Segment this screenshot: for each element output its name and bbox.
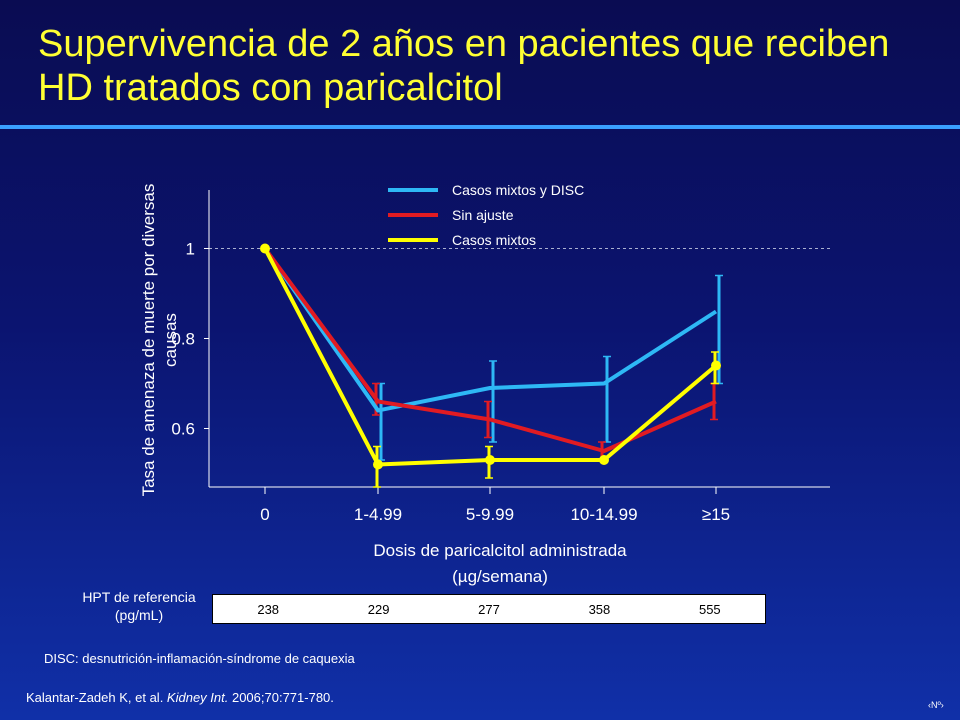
citation: Kalantar-Zadeh K, et al. Kidney Int. 200… [26,690,334,705]
title-underline [0,125,960,129]
chart-axes [204,190,830,494]
series-points [260,243,721,470]
series-line [263,247,718,413]
tick-labels: 1 0.8 0.6 0 1-4.99 5-9.99 10-14.99 ≥15 [171,240,730,525]
x-axis-title-line1: Dosis de paricalcitol administrada [373,541,627,560]
data-point [260,243,270,254]
y-tick-label: 1 [186,240,195,259]
hpt-cell: 277 [478,601,500,617]
data-point [485,455,495,465]
legend-label: Sin ajuste [452,207,514,223]
x-tick-label: ≥15 [702,505,730,524]
x-tick-label: 10-14.99 [570,505,637,524]
legend-label: Casos mixtos [452,232,536,248]
hpt-cell: 358 [588,601,611,617]
citation-authors: Kalantar-Zadeh K, et al. [26,690,167,705]
y-axis-title: Tasa de amenaza de muerte por diversas c… [139,183,180,497]
citation-journal: Kidney Int. [166,690,229,705]
legend-label: Casos mixtos y DISC [452,182,584,198]
disc-footnote: DISC: desnutrición-inflamación-síndrome … [44,651,355,666]
series-lines [263,247,718,467]
y-tick-label: 0.8 [171,330,195,349]
hazard-ratio-chart: Casos mixtos y DISC Sin ajuste Casos mixto… [171,182,830,525]
hpt-cell: 238 [257,601,280,617]
hpt-baseline-table: 238 229 277 358 555 [212,594,766,624]
hpt-cell: 555 [698,601,721,617]
data-point [599,455,609,465]
hpt-row-label: HPT de referencia (pg/mL) [82,589,196,623]
series-line [263,247,717,453]
slide-title: Supervivencia de 2 años en pacientes que… [38,23,890,109]
x-tick-label: 0 [260,505,269,524]
citation-details: 2006;70:771-780. [228,690,334,705]
page-number: ‹Nº› [928,700,944,710]
hpt-cell: 229 [367,601,390,617]
data-point [373,459,383,470]
chart-legend: Casos mixtos y DISC Sin ajuste Casos mixto… [388,182,584,248]
x-axis-title-line2: (µg/semana) [452,567,548,586]
y-tick-label: 0.6 [171,420,195,439]
x-tick-label: 5-9.99 [466,505,514,524]
data-point [711,360,721,371]
confidence-intervals [372,274,723,488]
x-tick-label: 1-4.99 [354,505,402,524]
